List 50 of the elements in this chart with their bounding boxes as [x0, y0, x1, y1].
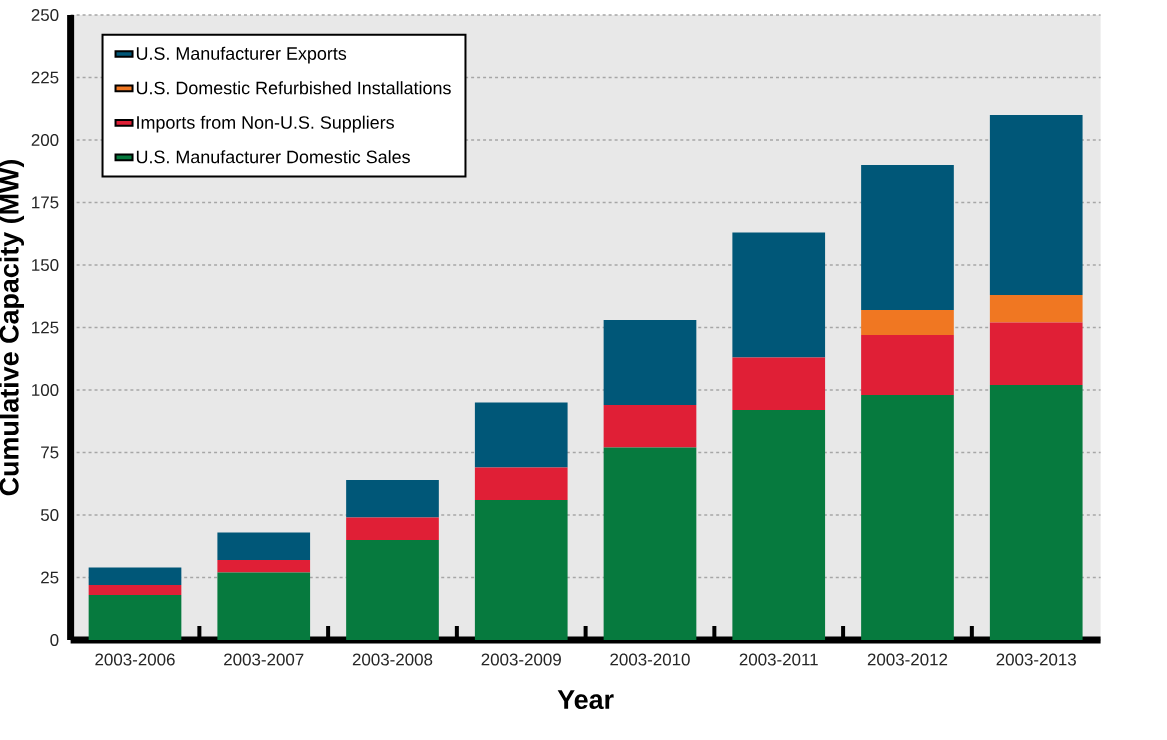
bar — [989, 114, 1083, 295]
bar — [989, 385, 1083, 640]
x-tick-label: 2003-2012 — [867, 653, 948, 666]
bar — [732, 232, 826, 358]
bar — [217, 572, 311, 640]
legend-label: Imports from Non-U.S. Suppliers — [137, 115, 394, 133]
y-tick-label: 25 — [41, 571, 59, 584]
bar — [474, 467, 568, 500]
legend-label: U.S. Manufacturer Exports — [136, 46, 347, 64]
bar — [989, 322, 1083, 385]
bar — [88, 595, 182, 640]
x-tick-label: 2003-2007 — [224, 653, 304, 666]
y-tick-label: 150 — [32, 259, 59, 271]
bar — [861, 310, 954, 335]
x-tick-label: 2003-2010 — [610, 653, 690, 666]
bar — [732, 410, 826, 640]
bar — [474, 500, 568, 640]
y-tick-label: 75 — [41, 446, 59, 459]
bar — [603, 447, 697, 640]
y-tick-label: 100 — [32, 384, 59, 396]
bar — [346, 480, 439, 518]
y-tick-label: 0 — [50, 634, 59, 646]
y-tick-label: 175 — [32, 196, 59, 209]
bar — [346, 517, 439, 540]
x-tick-label: 2003-2006 — [95, 653, 175, 666]
legend-label: U.S. Manufacturer Domestic Sales — [136, 150, 410, 164]
bar — [88, 585, 182, 595]
bar — [989, 295, 1083, 323]
y-tick-label: 250 — [31, 8, 59, 21]
y-tick-label: 200 — [31, 134, 59, 146]
x-tick-label: 2003-2013 — [996, 653, 1076, 666]
y-tick-label: 225 — [31, 71, 59, 84]
bar — [217, 532, 311, 560]
legend-label: U.S. Domestic Refurbished Installations — [136, 81, 451, 95]
bar — [732, 357, 826, 410]
bar — [603, 320, 697, 405]
bar — [217, 560, 311, 573]
bar — [346, 540, 439, 640]
bar — [861, 164, 954, 310]
bar — [861, 335, 954, 395]
bar — [603, 405, 697, 448]
y-tick-label: 50 — [40, 509, 59, 521]
bar — [88, 567, 182, 585]
y-tick-label: 125 — [32, 321, 59, 334]
x-tick-label: 2003-2011 — [739, 653, 818, 666]
bar — [861, 395, 954, 640]
bar — [474, 402, 568, 468]
x-tick-label: 2003-2008 — [352, 653, 433, 666]
x-axis-title: Year — [557, 690, 614, 710]
x-tick-label: 2003-2009 — [481, 653, 561, 666]
